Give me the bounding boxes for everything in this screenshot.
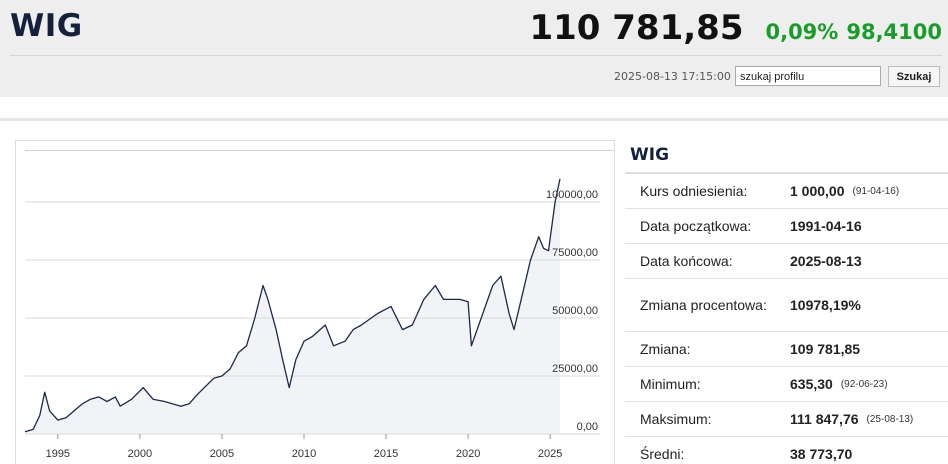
change: 98,4100: [846, 20, 942, 44]
price: 110 781,85: [529, 8, 744, 48]
row-value: 635,30: [790, 376, 833, 392]
table-row: Minimum: 635,30 (92-06-23): [625, 367, 948, 402]
row-note: (92-06-23): [840, 378, 888, 390]
table-row: Średni: 38 773,70: [625, 437, 948, 464]
x-tick-label: 2010: [292, 448, 316, 460]
quote: 110 781,85 0,09% 98,4100: [529, 8, 942, 48]
x-tick-label: 2005: [210, 448, 234, 460]
row-label: Kurs odniesienia:: [640, 183, 748, 199]
row-note: (25-08-13): [866, 413, 914, 425]
table-row: Data początkowa: 1991-04-16: [625, 209, 948, 244]
y-tick-label: 75000,00: [552, 247, 598, 259]
x-tick-label: 1995: [46, 448, 70, 460]
row-label: Zmiana:: [640, 341, 691, 357]
row-label: Data początkowa:: [640, 218, 752, 234]
x-tick-label: 2020: [456, 448, 480, 460]
datetime: 2025-08-13 17:15:00: [614, 70, 731, 83]
row-value: 109 781,85: [790, 341, 861, 357]
row-value: 1991-04-16: [790, 218, 862, 234]
stats-table: WIG Kurs odniesienia: 1 000,00 (91-04-16) D…: [625, 140, 948, 464]
table-row: Kurs odniesienia: 1 000,00 (91-04-16): [625, 174, 948, 209]
row-label: Średni:: [640, 446, 685, 462]
row-label: Maksimum:: [640, 411, 712, 427]
y-tick-label: 100000,00: [546, 189, 598, 201]
index-title: WIG: [10, 8, 83, 44]
search-button[interactable]: Szukaj: [888, 66, 940, 87]
x-tick-label: 2025: [538, 448, 562, 460]
table-title: WIG: [625, 140, 948, 174]
y-tick-label: 25000,00: [552, 363, 598, 375]
search-input[interactable]: szukaj profilu: [735, 66, 881, 86]
y-tick-label: 0,00: [577, 421, 598, 433]
x-tick-label: 2000: [128, 448, 152, 460]
change-pct: 0,09%: [765, 20, 839, 44]
line: [24, 178, 561, 433]
x-tick-label: 2015: [374, 448, 398, 460]
row-value: 2025-08-13: [790, 253, 862, 269]
table-row: Zmiana procentowa: 10978,19%: [625, 279, 948, 332]
area: [25, 178, 560, 434]
table-row: Zmiana: 109 781,85: [625, 332, 948, 367]
row-label: Zmiana procentowa:: [640, 297, 767, 313]
row-label: Data końcowa:: [640, 253, 733, 269]
row-value: 38 773,70: [790, 446, 853, 462]
table-row: Maksimum: 111 847,76 (25-08-13): [625, 402, 948, 437]
row-value: 1 000,00: [790, 183, 845, 199]
separator: [10, 55, 942, 56]
y-tick-label: 50000,00: [552, 305, 598, 317]
row-note: (91-04-16): [852, 185, 900, 197]
header: WIG 110 781,85 0,09% 98,4100 2025-08-13 17…: [0, 0, 948, 97]
table-row: Data końcowa: 2025-08-13: [625, 244, 948, 279]
row-value: 10978,19%: [790, 297, 861, 313]
row-value: 111 847,76: [790, 411, 859, 427]
row-label: Minimum:: [640, 376, 701, 392]
panel: [0, 118, 948, 464]
